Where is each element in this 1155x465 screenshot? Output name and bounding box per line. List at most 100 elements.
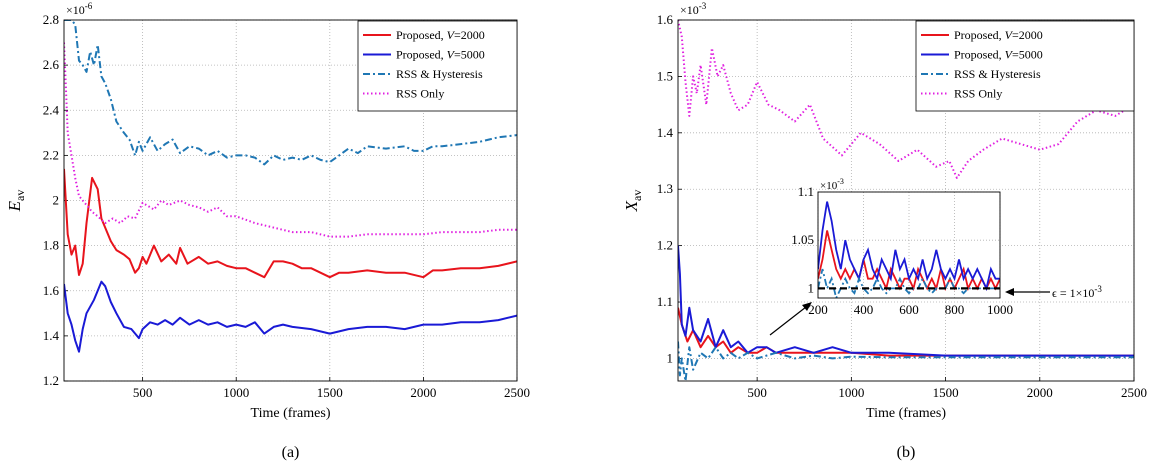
axes-frame: [63, 19, 518, 382]
inset-pointer-arrowhead: [802, 302, 812, 311]
y-tick-label: 2.2: [43, 147, 59, 162]
axes-frame: [677, 19, 1135, 382]
legend-label-1: Proposed, V=5000: [954, 48, 1043, 62]
x-tick-label: 2000: [410, 385, 436, 400]
inset-series-line-2: [818, 268, 1000, 298]
series-line-2: [64, 20, 517, 166]
legend-label-variable: V: [447, 28, 456, 42]
inset-series-line-1: [818, 201, 1000, 292]
series-group: [64, 20, 517, 353]
legend-label-suffix: =5000: [454, 48, 485, 62]
legend-label-suffix: =2000: [1012, 28, 1043, 42]
y-multiplier-base: ×10: [66, 3, 85, 17]
x-tick-label: 2500: [504, 385, 530, 400]
legend-label-2: RSS & Hysteresis: [954, 67, 1041, 81]
legend-label-variable: V: [447, 48, 456, 62]
epsilon-annotation: ϵ = 1×10-3: [1052, 284, 1102, 300]
y-tick-label: 2: [53, 193, 60, 208]
legend-label-variable: V: [1005, 48, 1014, 62]
panel-label: (a): [282, 444, 300, 461]
y-multiplier: ×10-6: [66, 1, 93, 17]
y-multiplier-exponent: -3: [699, 1, 707, 11]
inset-x-tick-label: 400: [854, 302, 874, 317]
series-line-2: [678, 341, 1134, 381]
y-axis-label-symbol: E: [5, 200, 24, 212]
y-tick-label: 2.4: [43, 102, 60, 117]
legend-label-prefix: Proposed,: [396, 48, 447, 62]
inset-y-tick-label: 1: [808, 280, 815, 295]
series-group: [678, 20, 1134, 381]
inset-y-multiplier: ×10-3: [820, 177, 844, 192]
y-multiplier-exponent: -6: [85, 1, 93, 11]
x-tick-label: 1500: [933, 385, 959, 400]
series-line-3: [64, 42, 517, 238]
series-line-0: [678, 307, 1134, 357]
y-axis-label-subscript: av: [13, 190, 27, 201]
series-line-1: [678, 245, 1134, 357]
y-tick-label: 1.3: [657, 181, 673, 196]
inset-frame: [817, 191, 1001, 299]
y-tick-label: 2.8: [43, 12, 59, 27]
legend-label-prefix: Proposed,: [954, 28, 1005, 42]
inset-x-tick-label: 1000: [987, 302, 1013, 317]
x-tick-label: 1000: [838, 385, 864, 400]
inset-pointer-arrow: [769, 306, 807, 336]
x-tick-label: 2000: [1027, 385, 1053, 400]
legend-label-0: Proposed, V=2000: [954, 28, 1043, 42]
panel-label: (b): [897, 444, 916, 461]
y-tick-label: 1: [667, 350, 674, 365]
y-axis-label-subscript: av: [630, 190, 644, 201]
legend-label-0: Proposed, V=2000: [396, 28, 485, 42]
y-tick-label: 1.4: [657, 125, 674, 140]
legend-label-1: Proposed, V=5000: [396, 48, 485, 62]
chart-panel-b: 500 1000 1500 2000 2500 1 1.1 1.2 1.3 1.4 1.5 1.6 ×1…: [622, 1, 1147, 461]
y-axis-label: Eav: [5, 190, 27, 213]
y-multiplier-base: ×10: [680, 3, 699, 17]
legend-label-2: RSS & Hysteresis: [396, 67, 483, 81]
legend-label-suffix: =5000: [1012, 48, 1043, 62]
x-tick-label: 2500: [1121, 385, 1147, 400]
x-tick-label: 1000: [223, 385, 249, 400]
y-axis-label: Xav: [622, 190, 644, 213]
y-tick-label: 1.4: [43, 328, 60, 343]
x-tick-label: 1500: [317, 385, 343, 400]
legend-label-prefix: Proposed,: [954, 48, 1005, 62]
legend-box: [915, 20, 1135, 112]
inset-y-multiplier-exponent: -3: [837, 177, 844, 186]
y-multiplier: ×10-3: [680, 1, 707, 17]
series-line-0: [64, 168, 517, 279]
inset-x-tick-label: 800: [945, 302, 965, 317]
y-tick-label: 1.2: [43, 373, 59, 388]
epsilon-annotation-text: ϵ = 1×10: [1052, 286, 1094, 300]
chart-panel-a: 500 1000 1500 2000 2500 1.2 1.4 1.6 1.8 2 2.2 2.4 2.…: [5, 1, 530, 461]
inset-series-group: [818, 201, 1000, 298]
y-tick-label: 1.8: [43, 238, 59, 253]
y-tick-label: 1.6: [657, 12, 674, 27]
legend-label-variable: V: [1005, 28, 1014, 42]
inset-y-tick-label: 1.05: [791, 232, 814, 247]
x-axis-label: Time (frames): [251, 406, 331, 421]
x-axis-label: Time (frames): [866, 406, 946, 421]
y-tick-label: 1.2: [657, 238, 673, 253]
inset-y-tick-label: 1.1: [798, 184, 814, 199]
y-tick-label: 1.1: [657, 294, 673, 309]
legend-label-prefix: Proposed,: [396, 28, 447, 42]
y-axis-label-symbol: X: [622, 200, 641, 212]
x-tick-label: 500: [747, 385, 767, 400]
series-line-3: [678, 20, 1134, 179]
y-tick-label: 1.5: [657, 68, 673, 83]
x-tick-label: 500: [133, 385, 153, 400]
y-tick-label: 1.6: [43, 283, 60, 298]
inset-y-multiplier-base: ×10: [820, 180, 838, 192]
y-tick-label: 2.6: [43, 57, 60, 72]
series-line-1: [64, 280, 517, 353]
legend-label-suffix: =2000: [454, 28, 485, 42]
legend-label-3: RSS Only: [396, 87, 444, 101]
legend-label-3: RSS Only: [954, 87, 1002, 101]
epsilon-arrowhead: [1005, 288, 1014, 296]
inset-x-tick-label: 600: [899, 302, 919, 317]
